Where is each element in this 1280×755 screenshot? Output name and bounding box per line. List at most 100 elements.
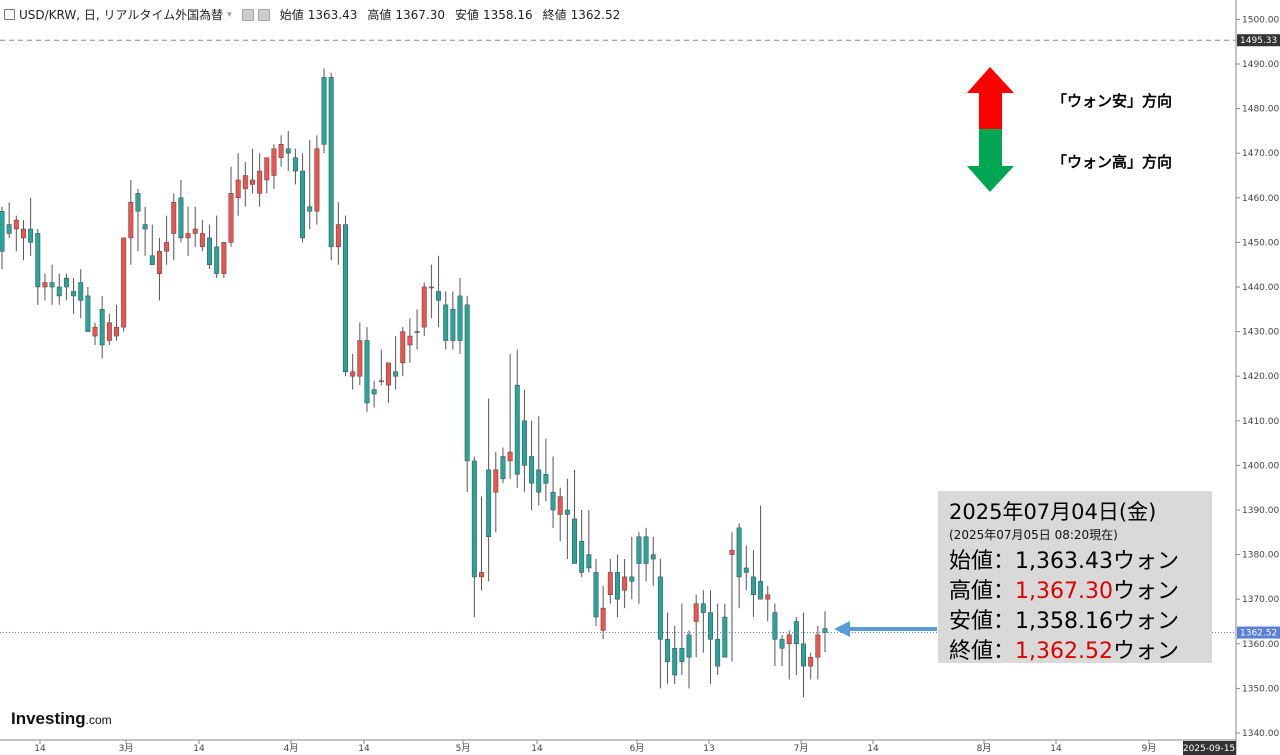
candle-body — [242, 175, 248, 190]
red-up-arrow-icon — [967, 67, 1014, 129]
candle-body — [572, 518, 577, 564]
candle-body — [443, 304, 449, 341]
y-tick-label: 1450.00 — [1242, 238, 1279, 248]
x-tick-label: 9月 — [1142, 743, 1157, 754]
candle-body — [178, 197, 184, 239]
candle-body — [343, 224, 348, 372]
candle-body — [421, 286, 427, 328]
x-tick-label: 14 — [193, 744, 205, 754]
candle-body — [736, 527, 742, 578]
candle-body — [808, 656, 814, 667]
green-down-arrow-icon — [967, 129, 1014, 192]
candle-body — [514, 384, 520, 475]
candle-body — [71, 291, 77, 297]
candle-body — [278, 144, 284, 158]
candle-body — [729, 549, 735, 555]
candle-body — [199, 233, 205, 248]
candle-body — [428, 286, 434, 289]
candle-body — [307, 206, 313, 212]
candle-body — [385, 362, 391, 386]
candle-body — [750, 576, 756, 595]
candle-body — [21, 228, 26, 239]
candle-body — [314, 148, 320, 212]
candle-body — [6, 224, 12, 234]
candle-body — [600, 607, 606, 631]
settings-icon-2[interactable] — [257, 8, 270, 21]
candle-body — [321, 77, 327, 145]
info-open-row: 始値：1,363.43ウォン — [949, 549, 1179, 574]
investing-logo: Investing.com — [11, 709, 112, 728]
dashed-level-label: 1495.33 — [1240, 36, 1277, 46]
candle-body — [78, 282, 84, 301]
candle-body — [536, 469, 542, 493]
candle-body — [564, 509, 570, 515]
y-tick-label: 1400.00 — [1242, 461, 1279, 471]
y-tick-label: 1470.00 — [1242, 149, 1279, 159]
candle-body — [743, 567, 749, 573]
symbol-title[interactable]: USD/KRW, 日, リアルタイム外国為替 — [19, 8, 224, 22]
candle-body — [436, 291, 442, 301]
y-tick-label: 1380.00 — [1242, 551, 1279, 561]
candle-body — [171, 202, 177, 234]
candle-body — [657, 576, 663, 640]
candle-body — [486, 469, 492, 538]
candle-body — [450, 309, 456, 341]
candle-body — [42, 282, 48, 288]
candle-body — [378, 380, 384, 382]
y-tick-label: 1390.00 — [1242, 506, 1279, 516]
candle-body — [228, 193, 234, 243]
candle-body — [471, 460, 477, 578]
candle-body — [128, 202, 134, 239]
high-value: 1367.30 — [395, 7, 445, 22]
y-tick-label: 1500.00 — [1242, 15, 1279, 25]
chevron-down-icon[interactable]: ▾ — [227, 9, 232, 20]
candle-body — [292, 157, 298, 172]
candle-body — [0, 210, 5, 252]
x-tick-label: 14 — [34, 744, 46, 754]
candle-body — [700, 603, 706, 613]
candle-body — [185, 233, 191, 239]
candle-body — [715, 639, 721, 667]
x-tick-label: 14 — [358, 744, 370, 754]
candle-body — [758, 581, 764, 600]
candle-body — [772, 612, 778, 640]
candle-body — [328, 77, 334, 248]
y-tick-label: 1490.00 — [1242, 60, 1279, 70]
candle-body — [801, 643, 806, 667]
candle-body — [500, 456, 506, 480]
candle-body — [407, 335, 413, 346]
x-tick-label: 5月 — [456, 743, 471, 754]
candle-body — [479, 572, 484, 578]
candle-body — [643, 536, 649, 564]
price-axis: 1340.00 1350.00 1360.00 1370.00 1380.00 1390.… — [1235, 0, 1279, 755]
candle-body — [300, 170, 306, 239]
y-tick-label: 1410.00 — [1242, 417, 1279, 427]
candle-body — [550, 491, 556, 511]
info-date: 2025年07月04日(金) — [949, 500, 1157, 524]
x-tick-label: 6月 — [630, 743, 645, 754]
candle-body — [214, 246, 220, 274]
candle-body — [529, 456, 535, 484]
candle-body — [364, 340, 370, 404]
candle-body — [672, 648, 678, 676]
candle-body — [679, 648, 685, 662]
candle-body — [579, 540, 585, 573]
settings-icon[interactable] — [241, 8, 254, 21]
candle-body — [13, 219, 19, 230]
open-label: 始値 — [279, 8, 304, 22]
candle-body — [457, 295, 463, 341]
candle-body — [464, 304, 470, 462]
info-high-row: 高値：1,367.30ウォン — [949, 579, 1179, 604]
y-tick-label: 1430.00 — [1242, 328, 1279, 338]
candle-body — [221, 242, 227, 274]
candle-body — [235, 179, 241, 199]
candle-body — [257, 170, 263, 194]
collapse-icon[interactable] — [4, 9, 15, 20]
candle-body — [85, 295, 91, 332]
candle-body — [271, 148, 277, 176]
y-tick-label: 1340.00 — [1242, 729, 1279, 739]
y-tick-label: 1350.00 — [1242, 684, 1279, 694]
candle-body — [722, 616, 728, 658]
candle-body — [593, 572, 599, 618]
